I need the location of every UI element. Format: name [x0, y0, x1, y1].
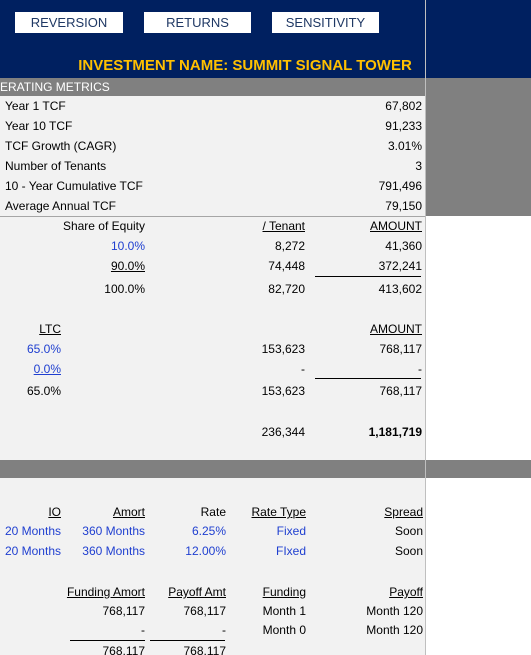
value: 768,117 [183, 644, 227, 655]
metric-value: 67,802 [385, 99, 422, 113]
column-header: Payoff [389, 585, 423, 599]
metric-label: Year 1 TCF [5, 99, 66, 113]
value: 153,623 [261, 342, 305, 356]
total: 1,181,719 [368, 425, 422, 439]
column-header: Rate Type [251, 505, 306, 519]
total: 768,117 [379, 384, 423, 398]
metric-label: TCF Growth (CAGR) [5, 139, 117, 153]
value: 360 Months [82, 524, 145, 538]
value: Month 0 [262, 623, 306, 637]
total: 236,344 [261, 425, 305, 439]
white-column [425, 478, 531, 655]
sum-rule [315, 276, 421, 277]
divider [0, 216, 425, 217]
value: FIxed [275, 544, 306, 558]
value: Month 1 [262, 604, 306, 618]
sum-rule [315, 378, 421, 379]
sum-rule [150, 640, 225, 641]
value: 768,117 [102, 604, 146, 618]
value: 12.00% [185, 544, 226, 558]
metric-value: 3 [415, 159, 422, 173]
total: 153,623 [261, 384, 305, 398]
column-header: Funding Amort [66, 585, 145, 599]
value: 41,360 [385, 239, 422, 253]
metric-label: Average Annual TCF [5, 199, 116, 213]
column-line [425, 0, 426, 655]
section-label: ERATING METRICS [0, 80, 110, 94]
total: 82,720 [268, 282, 305, 296]
value: Fixed [276, 524, 306, 538]
value: - [222, 623, 226, 637]
white-column [425, 216, 531, 460]
value: Month 120 [366, 604, 423, 618]
value: Month 120 [366, 623, 423, 637]
value: 768,117 [183, 604, 227, 618]
section-bar [0, 78, 531, 96]
value: 20 Months [4, 524, 61, 538]
section-bar [0, 460, 531, 478]
column-header: IO [48, 505, 61, 519]
metric-label: Number of Tenants [5, 159, 107, 173]
metric-label: 10 - Year Cumulative TCF [5, 179, 143, 193]
value: 768,117 [379, 342, 423, 356]
title: INVESTMENT NAME: SUMMIT SIGNAL TOWER [78, 57, 412, 74]
nav-button[interactable]: REVERSION [15, 12, 123, 33]
value: 74,448 [268, 259, 305, 273]
value: 372,241 [378, 259, 422, 273]
metric-value: 79,150 [385, 199, 422, 213]
total: 65.0% [26, 384, 61, 398]
gray-column [425, 96, 531, 216]
total: 413,602 [378, 282, 422, 296]
value: 90.0% [110, 259, 145, 273]
column-header: Funding [262, 585, 306, 599]
value: Soon [394, 524, 423, 538]
metric-value: 91,233 [385, 119, 422, 133]
value: - [301, 362, 305, 376]
metric-value: 791,496 [378, 179, 422, 193]
value: - [418, 362, 422, 376]
value: 65.0% [26, 342, 61, 356]
nav-button[interactable]: RETURNS [144, 12, 251, 33]
column-header: Share of Equity [62, 219, 145, 233]
column-header: Payoff Amt [168, 585, 226, 599]
column-header: Amort [112, 505, 145, 519]
value: - [141, 623, 145, 637]
total: 100.0% [104, 282, 145, 296]
column-header: AMOUNT [370, 322, 422, 336]
column-header: Rate [200, 505, 226, 519]
value: 0.0% [33, 362, 61, 376]
column-header: / Tenant [262, 219, 305, 233]
value: 20 Months [4, 544, 61, 558]
value: 6.25% [191, 524, 226, 538]
metric-label: Year 10 TCF [5, 119, 73, 133]
value: 768,117 [102, 644, 146, 655]
metric-value: 3.01% [387, 139, 422, 153]
value: 10.0% [110, 239, 145, 253]
nav-button[interactable]: SENSITIVITY [272, 12, 379, 33]
column-header: Spread [384, 505, 423, 519]
column-header: LTC [39, 322, 61, 336]
value: 8,272 [274, 239, 305, 253]
value: Soon [394, 544, 423, 558]
column-header: AMOUNT [370, 219, 422, 233]
value: 360 Months [82, 544, 145, 558]
sum-rule [70, 640, 145, 641]
